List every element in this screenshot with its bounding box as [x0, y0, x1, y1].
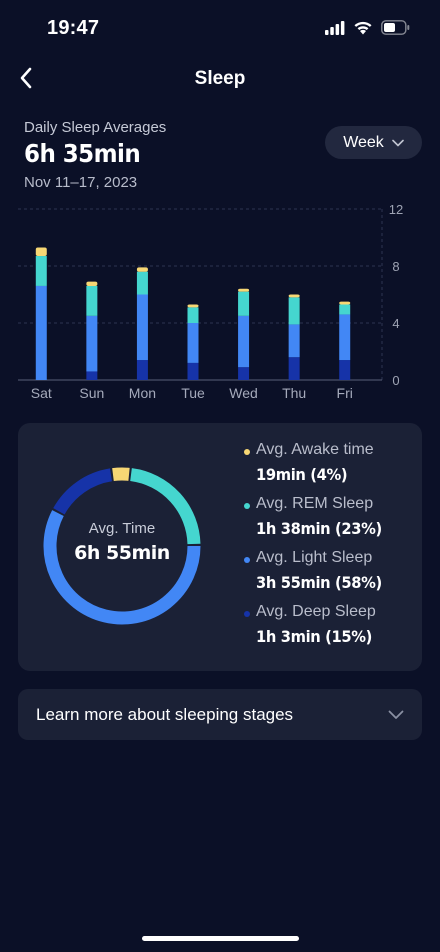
sleep-bar-chart: 0 4 8 12 Sat Sun Mon Tue Wed Thu Fri: [18, 202, 403, 401]
date-range: Nov 11–17, 2023: [24, 174, 138, 191]
bar-segment-rem: [187, 307, 199, 323]
chevron-down-icon: [391, 139, 404, 146]
awake-dot: [244, 449, 250, 455]
bar-segment-light: [35, 285, 47, 380]
bar-segment-deep: [86, 371, 98, 380]
legend-item-light: Avg. Light Sleep 3h 55min (58%): [244, 548, 414, 602]
rem-dot: [244, 503, 250, 509]
legend-value: 1h 38min (23%): [256, 519, 382, 538]
cellular-signal-icon: [325, 20, 345, 35]
period-dropdown-label: Week: [343, 133, 384, 151]
y-tick-label: 0: [392, 373, 399, 388]
x-tick-label: Fri: [337, 385, 353, 401]
legend-label: Avg. REM Sleep: [256, 495, 374, 512]
x-tick-label: Sat: [31, 385, 52, 401]
back-button[interactable]: [14, 64, 38, 92]
legend-item-rem: Avg. REM Sleep 1h 38min (23%): [244, 494, 414, 548]
y-tick-label: 12: [389, 202, 403, 217]
learn-more-row[interactable]: Learn more about sleeping stages: [18, 689, 422, 740]
chevron-left-icon: [20, 67, 32, 89]
bar-segment-rem: [339, 304, 351, 315]
bar-segment-light: [187, 323, 199, 363]
legend-value: 19min (4%): [256, 465, 348, 484]
legend-label: Avg. Awake time: [256, 441, 374, 458]
legend-item-deep: Avg. Deep Sleep 1h 3min (15%): [244, 602, 414, 656]
bar-segment-rem: [136, 271, 148, 295]
x-tick-label: Mon: [129, 385, 156, 401]
legend-item-awake: Avg. Awake time 19min (4%): [244, 440, 414, 494]
bar-segment-light: [339, 314, 351, 361]
donut-segment-deep: [53, 468, 113, 515]
bar-segment-light: [86, 315, 98, 372]
sleep-stage-legend: Avg. Awake time 19min (4%) Avg. REM Slee…: [244, 440, 414, 656]
sleep-breakdown-card: [18, 423, 422, 671]
wifi-icon: [354, 21, 372, 35]
legend-value: 1h 3min (15%): [256, 627, 372, 646]
legend-value: 3h 55min (58%): [256, 573, 382, 592]
bar-segment-deep: [339, 360, 351, 380]
battery-icon: [381, 20, 410, 35]
donut-segment-light: [43, 510, 201, 625]
bar-segment-rem: [35, 256, 47, 286]
bar-segment-awake: [339, 301, 351, 305]
y-tick-label: 4: [392, 316, 399, 331]
deep-dot: [244, 611, 250, 617]
bar-segment-deep: [288, 357, 300, 380]
bar-segment-awake: [35, 247, 47, 257]
summary-label: Daily Sleep Averages: [24, 119, 167, 136]
period-dropdown[interactable]: Week: [325, 126, 422, 159]
x-tick-label: Sun: [79, 385, 104, 401]
x-tick-label: Tue: [181, 385, 205, 401]
y-tick-label: 8: [392, 259, 399, 274]
donut-center-value: 6h 55min: [74, 542, 170, 564]
legend-label: Avg. Light Sleep: [256, 549, 373, 566]
sleep-stage-donut: [43, 467, 201, 625]
page-title: Sleep: [194, 68, 246, 89]
bar-segment-rem: [288, 297, 300, 325]
bar-segment-deep: [136, 360, 148, 380]
x-tick-label: Thu: [282, 385, 306, 401]
bar-segment-light: [136, 294, 148, 361]
bar-segment-awake: [238, 288, 250, 292]
status-time: 19:47: [47, 17, 100, 39]
bar-segment-awake: [86, 281, 98, 286]
home-indicator[interactable]: [142, 936, 299, 941]
bar-segment-deep: [187, 362, 199, 380]
bar-segment-awake: [136, 267, 148, 272]
bar-segment-deep: [238, 367, 250, 380]
chevron-down-icon: [388, 710, 404, 719]
status-icons: [325, 20, 410, 35]
bar-segment-awake: [187, 304, 199, 308]
learn-more-label: Learn more about sleeping stages: [36, 704, 294, 724]
bar-segment-rem: [238, 291, 250, 316]
donut-segment-awake: [112, 467, 130, 482]
x-tick-label: Wed: [229, 385, 258, 401]
summary-value: 6h 35min: [24, 139, 141, 168]
bar-segment-awake: [288, 294, 300, 298]
bar-segment-light: [288, 324, 300, 358]
light-dot: [244, 557, 250, 563]
bar-segment-rem: [86, 285, 98, 316]
bar-segment-light: [238, 315, 250, 368]
legend-label: Avg. Deep Sleep: [256, 603, 376, 620]
donut-center-label: Avg. Time: [88, 520, 156, 537]
donut-segment-rem: [130, 468, 201, 545]
